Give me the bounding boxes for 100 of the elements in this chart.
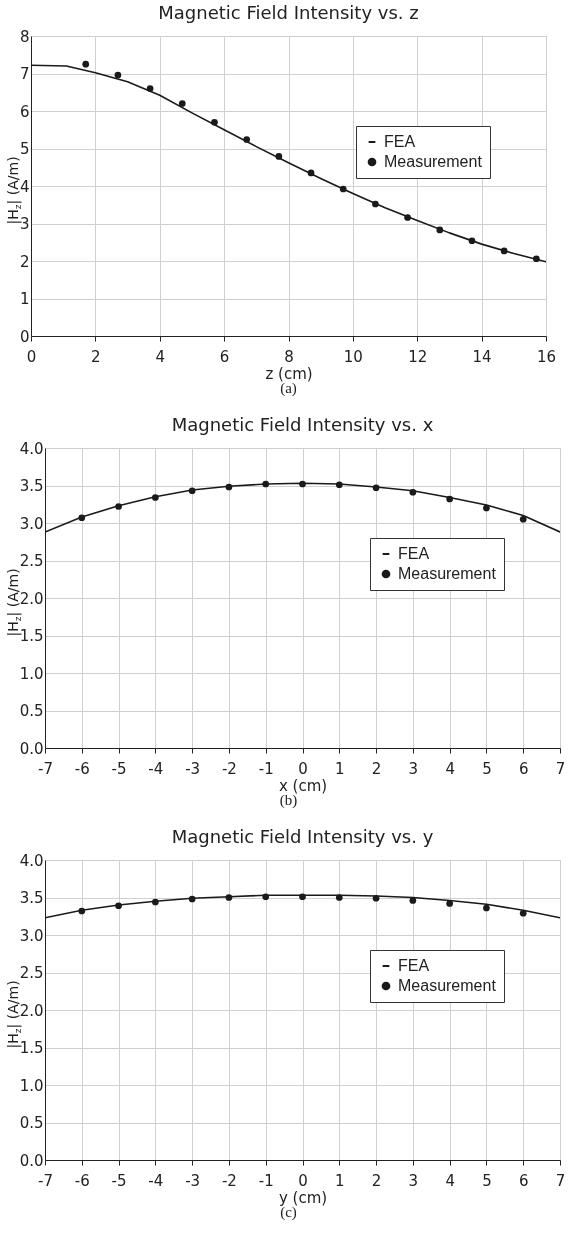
x-tick-label: -1 [258, 759, 274, 778]
y-tick-label: 2.0 [19, 589, 44, 608]
x-tick-label: -5 [111, 759, 127, 778]
point [78, 514, 86, 522]
point [225, 483, 233, 491]
x-tick-label: 6 [518, 1171, 529, 1190]
x-tick-label: 4 [445, 759, 455, 778]
x-tick-label: 7 [555, 1171, 566, 1190]
x-tick-label: -6 [74, 759, 90, 778]
x-tick-label: -4 [148, 1171, 164, 1190]
chart-title: Magnetic Field Intensity vs. x [171, 414, 434, 435]
point [188, 895, 196, 903]
y-tick-label: 3.0 [19, 926, 44, 945]
point [519, 515, 527, 523]
x-tick-label: -2 [221, 759, 237, 778]
point [275, 153, 283, 160]
point [335, 894, 343, 901]
x-tick-label: 6 [518, 759, 529, 778]
y-tick-label: 1.0 [19, 664, 44, 683]
legend-label: Measurement [384, 153, 483, 170]
x-tick-label: -7 [38, 1171, 53, 1190]
x-tick-label: 16 [536, 347, 557, 366]
point [404, 214, 411, 221]
point [500, 247, 508, 255]
point [299, 893, 306, 901]
y-tick-label: 4.0 [19, 851, 44, 870]
y-tick-label: 7 [19, 65, 30, 83]
x-tick-label: 1 [335, 759, 345, 778]
point [211, 118, 218, 126]
y-tick-label: 8 [19, 27, 30, 46]
text: (c) [280, 1204, 297, 1221]
y-tick-label: 2.5 [19, 552, 44, 570]
x-tick-label: 1 [335, 1171, 345, 1190]
point [519, 909, 527, 917]
point [115, 902, 122, 910]
point [339, 185, 347, 193]
legend-label: FEA [384, 133, 416, 150]
point [483, 904, 490, 912]
y-tick-label: 3.5 [19, 477, 44, 495]
x-tick-label: 0 [298, 1171, 308, 1190]
point [372, 484, 380, 492]
point [483, 504, 490, 512]
point [225, 894, 233, 901]
x-tick-label: 7 [555, 759, 566, 778]
point [335, 481, 343, 489]
point [78, 907, 86, 915]
x-tick-label: 2 [371, 1171, 382, 1190]
y-tick-label: 0 [19, 327, 30, 346]
x-axis-title: z (cm) [265, 364, 313, 383]
chart-title: Magnetic Field Intensity vs. y [171, 826, 434, 847]
point [446, 495, 453, 503]
y-tick-label: 2 [19, 252, 30, 271]
y-tick-label: 0.0 [19, 739, 44, 758]
point [436, 226, 444, 234]
point [372, 200, 379, 208]
x-tick-label: -1 [258, 1171, 274, 1190]
x-tick-label: 4 [445, 1171, 455, 1190]
point [178, 100, 186, 107]
x-tick-label: 5 [482, 1171, 492, 1190]
point [146, 85, 154, 92]
point [188, 487, 196, 495]
y-tick-label: 0.5 [19, 702, 44, 720]
x-tick-label: -3 [185, 759, 201, 778]
text: (b) [278, 792, 298, 809]
point [409, 897, 417, 904]
point [532, 255, 540, 263]
x-tick-label: -4 [148, 759, 164, 778]
x-tick-label: -5 [111, 1171, 127, 1190]
y-tick-label: 3.5 [19, 889, 44, 907]
x-tick-label: -3 [185, 1171, 201, 1190]
x-tick-label: -2 [221, 1171, 237, 1190]
point [82, 60, 90, 68]
x-tick-label: 2 [91, 347, 101, 366]
legend-label: FEA [398, 545, 430, 562]
chart-title: Magnetic Field Intensity vs. z [158, 2, 419, 23]
point [409, 488, 417, 496]
y-tick-label: 2.0 [19, 1001, 44, 1020]
point [262, 480, 270, 488]
x-tick-label: -7 [38, 759, 53, 778]
point [468, 237, 476, 245]
y-tick-label: 5 [19, 140, 30, 158]
x-tick-label: 10 [343, 347, 363, 366]
point [299, 480, 306, 488]
x-tick-label: 3 [408, 759, 419, 778]
point [262, 893, 270, 901]
x-tick-label: 8 [284, 347, 294, 366]
y-tick-label: 6 [19, 102, 30, 121]
x-axis-title: x (cm) [278, 776, 328, 795]
x-tick-label: 6 [219, 347, 230, 366]
point [114, 71, 122, 79]
point [152, 898, 159, 906]
legend-label: Measurement [398, 977, 497, 994]
x-tick-label: 4 [155, 347, 166, 366]
x-tick-label: 2 [371, 759, 382, 778]
y-tick-label: 2.5 [19, 964, 44, 982]
legend-label: Measurement [398, 565, 497, 582]
point [115, 503, 122, 510]
x-tick-label: -6 [74, 1171, 90, 1190]
text: (a) [280, 380, 297, 397]
x-tick-label: 0 [298, 759, 308, 778]
